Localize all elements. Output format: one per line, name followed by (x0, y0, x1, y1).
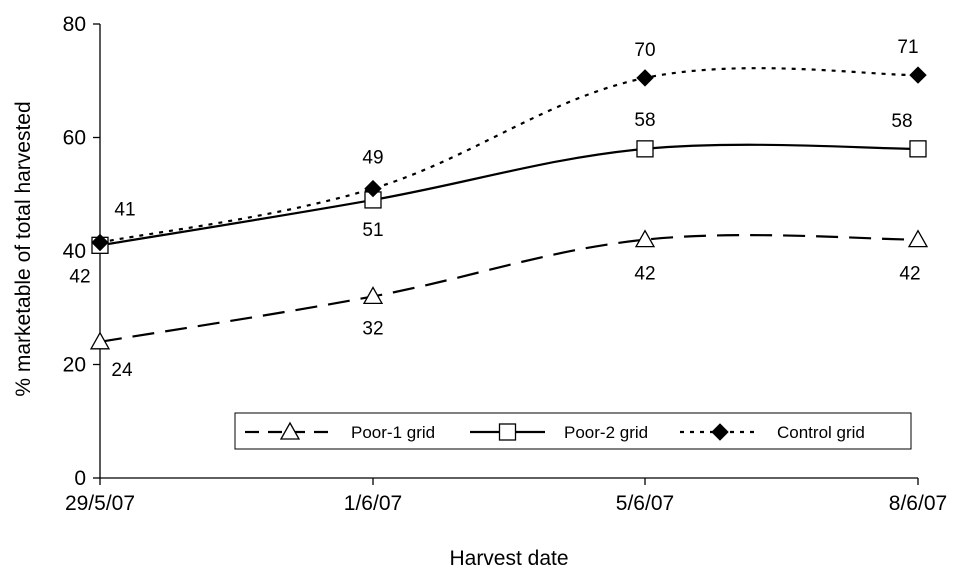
data-point (89, 331, 111, 350)
data-point (909, 140, 927, 158)
data-point (909, 66, 927, 84)
data-point (907, 229, 929, 248)
legend-label: Control grid (777, 423, 865, 442)
legend-label: Poor-1 grid (351, 423, 435, 442)
chart-data-labels: 24 32 42 42 42 51 58 58 41 49 70 71 (69, 37, 920, 381)
legend-marker (279, 421, 301, 440)
x-tick-label: 1/6/07 (344, 492, 402, 515)
legend-marker (711, 423, 729, 441)
x-tick-label: 5/6/07 (616, 492, 674, 515)
data-label: 41 (114, 199, 135, 220)
data-label: 51 (362, 220, 383, 241)
data-label: 24 (111, 360, 133, 381)
y-tick-label: 60 (63, 127, 86, 150)
legend-label: Poor-2 grid (564, 423, 648, 442)
series-line (99, 234, 919, 343)
data-label: 70 (634, 40, 655, 61)
data-point (636, 69, 654, 87)
series-line (99, 143, 919, 247)
data-label: 58 (891, 111, 912, 132)
data-label: 42 (634, 264, 655, 285)
data-label: 42 (899, 264, 920, 285)
data-point (91, 233, 109, 252)
legend-marker (498, 423, 517, 441)
data-point (364, 179, 382, 198)
chart-legend: Poor-1 grid Poor-2 grid Control grid (234, 412, 912, 450)
data-point (636, 140, 654, 158)
y-tick-label: 20 (63, 354, 86, 377)
data-label: 58 (634, 110, 655, 131)
y-axis-title: % marketable of total harvested (12, 101, 35, 396)
chart-series (89, 66, 929, 350)
data-label: 71 (897, 37, 918, 58)
data-point (634, 229, 656, 248)
y-tick-label: 80 (63, 13, 86, 36)
chart-axes: 0 20 40 60 80 29/5/07 1/6/07 5/6/07 8/6/07 (63, 13, 948, 515)
data-point (362, 286, 384, 305)
data-label: 42 (69, 266, 90, 287)
x-axis-title: Harvest date (449, 547, 568, 570)
x-tick-label: 29/5/07 (65, 492, 135, 515)
data-label: 32 (362, 318, 383, 339)
x-tick-label: 8/6/07 (889, 492, 947, 515)
legend-box (234, 412, 912, 450)
data-label: 49 (362, 148, 383, 169)
y-tick-label: 0 (74, 467, 86, 490)
y-tick-label: 40 (63, 240, 86, 263)
series-line (99, 67, 919, 244)
